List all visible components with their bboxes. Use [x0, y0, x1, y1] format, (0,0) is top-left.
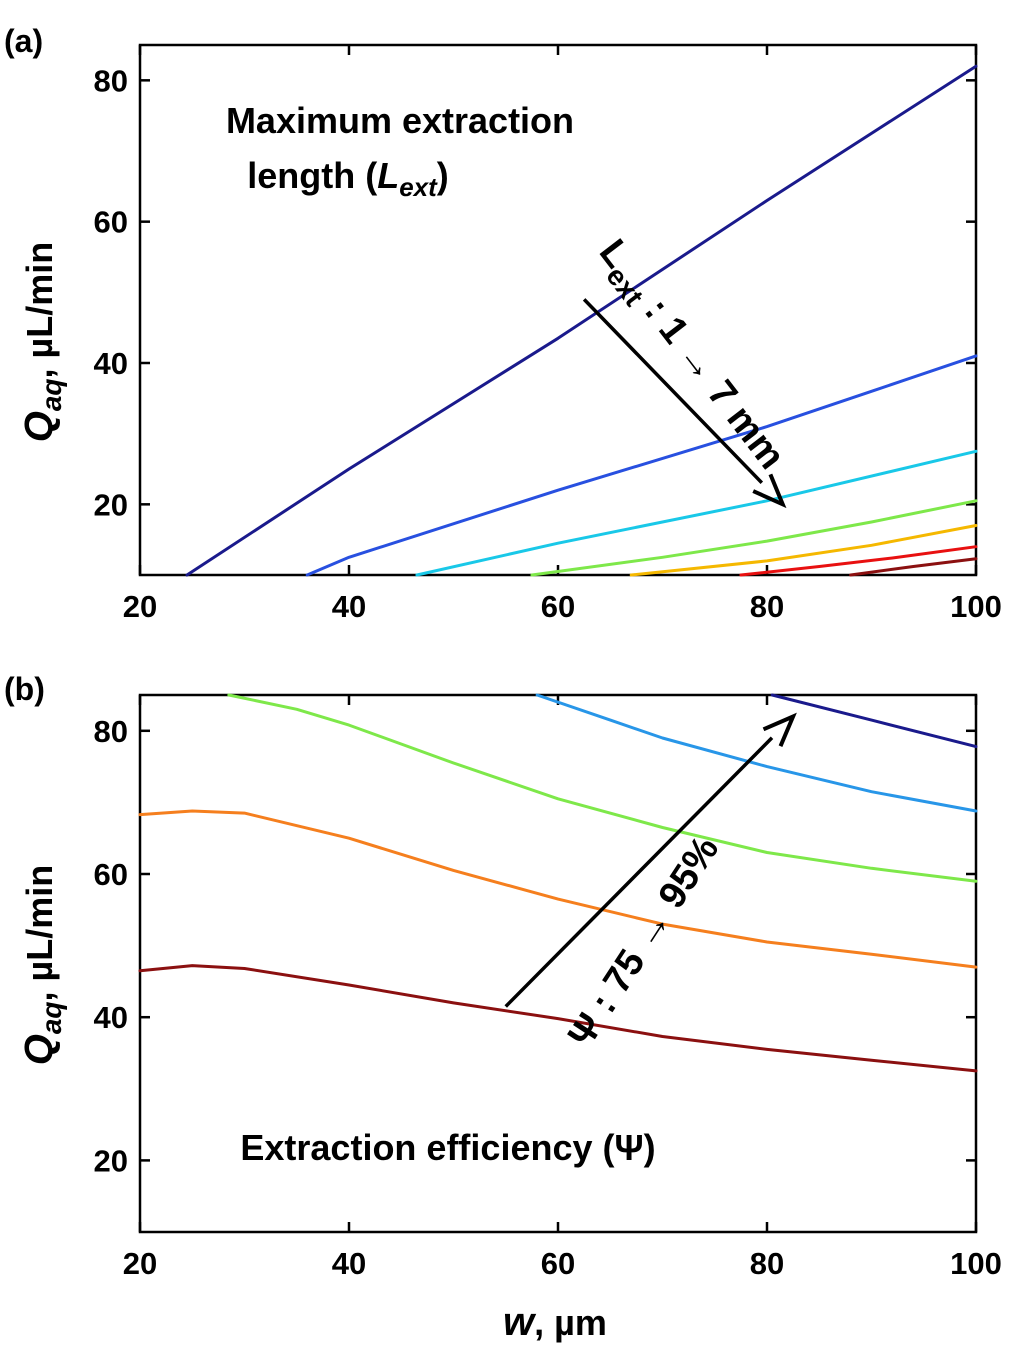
ylabel-b: Qaq, µL/min	[17, 865, 67, 1066]
panel-label-a: (a)	[4, 23, 43, 59]
annotation-b: Extraction efficiency (Ψ)	[240, 1127, 655, 1168]
annotation-a-line1: Maximum extraction	[226, 100, 574, 141]
xtick-label-a-0: 20	[123, 589, 157, 624]
ytick-label-b-2: 60	[94, 857, 128, 892]
contour-line-a-1	[185, 64, 978, 577]
contour-line-b-4	[535, 693, 978, 813]
ylabel-a: Qaq, µL/min	[17, 242, 67, 443]
xtick-label-a-3: 80	[750, 589, 784, 624]
arrow-shaft-b	[504, 736, 774, 1008]
contour-line-a-3	[415, 449, 978, 577]
xtick-label-b-0: 20	[123, 1246, 157, 1281]
xtick-label-b-2: 60	[541, 1246, 575, 1281]
contour-lines-a	[185, 64, 978, 577]
xtick-label-b-4: 100	[950, 1246, 1002, 1281]
contour-line-a-6	[739, 545, 978, 577]
contour-line-a-4	[530, 499, 978, 577]
xtick-label-b-3: 80	[750, 1246, 784, 1281]
arrow-a	[582, 298, 787, 509]
contour-label-a: Lext : 1 → 7 mm	[586, 232, 793, 481]
contour-line-b-3	[227, 693, 978, 883]
axis-ticks-a: 20 40 60 80 100 20 40 60 80	[94, 45, 1002, 624]
ytick-label-b-0: 20	[94, 1143, 128, 1178]
xtick-label-a-2: 60	[541, 589, 575, 624]
arrow-b	[504, 712, 797, 1008]
arrow-head-b	[762, 712, 797, 747]
chart-panel-a: (a) 20 40 60 80 100 20 40 60 80 Maximum extracti…	[4, 23, 1002, 624]
ytick-label-a-0: 20	[94, 487, 128, 522]
xlabel-b: w, µm	[503, 1300, 607, 1344]
xtick-label-b-1: 40	[332, 1246, 366, 1281]
contour-line-b-5	[770, 693, 978, 749]
ytick-label-a-2: 60	[94, 205, 128, 240]
axis-ticks-b: 20 40 60 80 100 20 40 60 80	[94, 695, 1002, 1281]
ytick-label-b-3: 80	[94, 714, 128, 749]
ytick-label-a-3: 80	[94, 63, 128, 98]
ytick-label-b-1: 40	[94, 1000, 128, 1035]
ytick-label-a-1: 40	[94, 346, 128, 381]
panel-label-b: (b)	[4, 671, 45, 707]
contour-lines-b	[138, 693, 978, 1073]
contour-label-b: Ψ : 75 → 95%	[560, 829, 727, 1055]
xtick-label-a-4: 100	[950, 589, 1002, 624]
contour-line-a-5	[629, 524, 978, 577]
contour-line-a-7	[849, 557, 978, 577]
arrow-shaft-a	[582, 298, 764, 485]
xtick-label-a-1: 40	[332, 589, 366, 624]
contour-line-a-2	[305, 354, 978, 577]
arrow-head-a	[752, 473, 787, 509]
contour-line-b-1	[138, 964, 978, 1073]
chart-panel-b: (b) 20 40 60 80 100 20 40 60 80 Extraction effic…	[4, 671, 1002, 1344]
contour-line-b-2	[138, 809, 978, 969]
annotation-a-line2: length (Lext)	[247, 155, 449, 202]
